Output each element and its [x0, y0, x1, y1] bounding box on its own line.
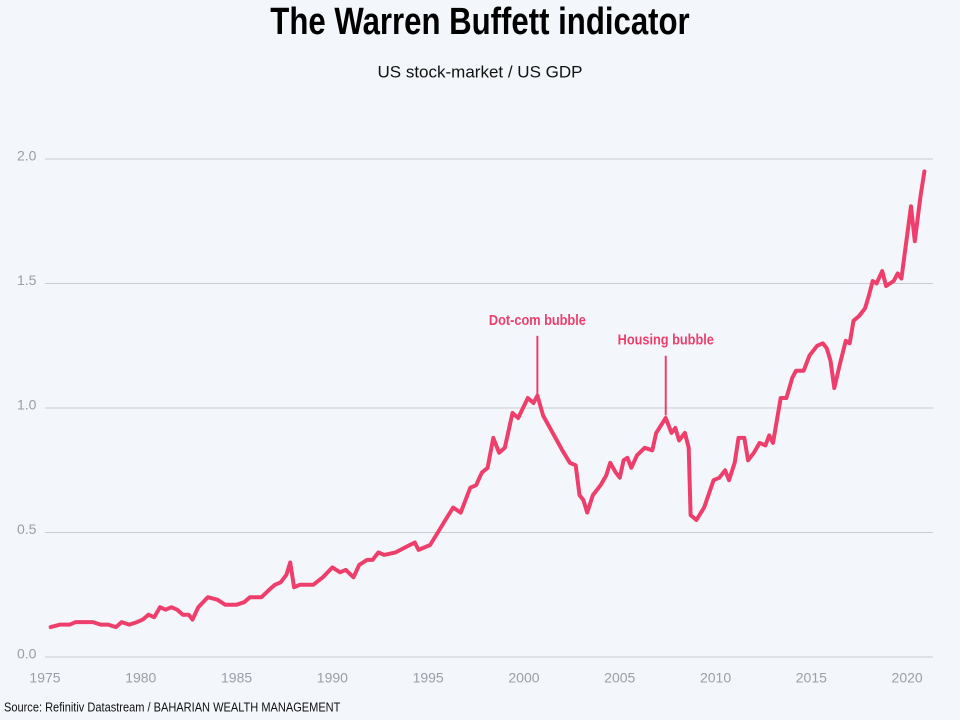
annotation-label: Housing bubble	[618, 331, 714, 348]
x-tick-label: 2010	[700, 670, 731, 686]
x-tick-label: 1990	[317, 670, 348, 686]
x-tick-label: 2015	[796, 670, 827, 686]
x-tick-label: 1995	[413, 670, 444, 686]
y-tick-label: 0.0	[17, 646, 37, 662]
x-tick-label: 2020	[892, 670, 923, 686]
y-tick-label: 0.5	[17, 521, 37, 537]
data-line	[48, 169, 927, 630]
y-tick-label: 2.0	[17, 148, 37, 164]
x-tick-label: 1975	[29, 670, 60, 686]
x-tick-label: 2000	[508, 670, 539, 686]
x-tick-label: 1985	[221, 670, 252, 686]
x-tick-label: 2005	[604, 670, 635, 686]
y-tick-label: 1.0	[17, 397, 37, 413]
y-tick-label: 1.5	[17, 272, 37, 288]
chart-title: The Warren Buffett indicator	[270, 1, 689, 43]
x-tick-label: 1980	[125, 670, 156, 686]
chart-subtitle: US stock-market / US GDP	[378, 62, 583, 81]
source-note: Source: Refinitiv Datastream / BAHARIAN …	[4, 700, 341, 715]
annotation-label: Dot-com bubble	[489, 311, 586, 328]
